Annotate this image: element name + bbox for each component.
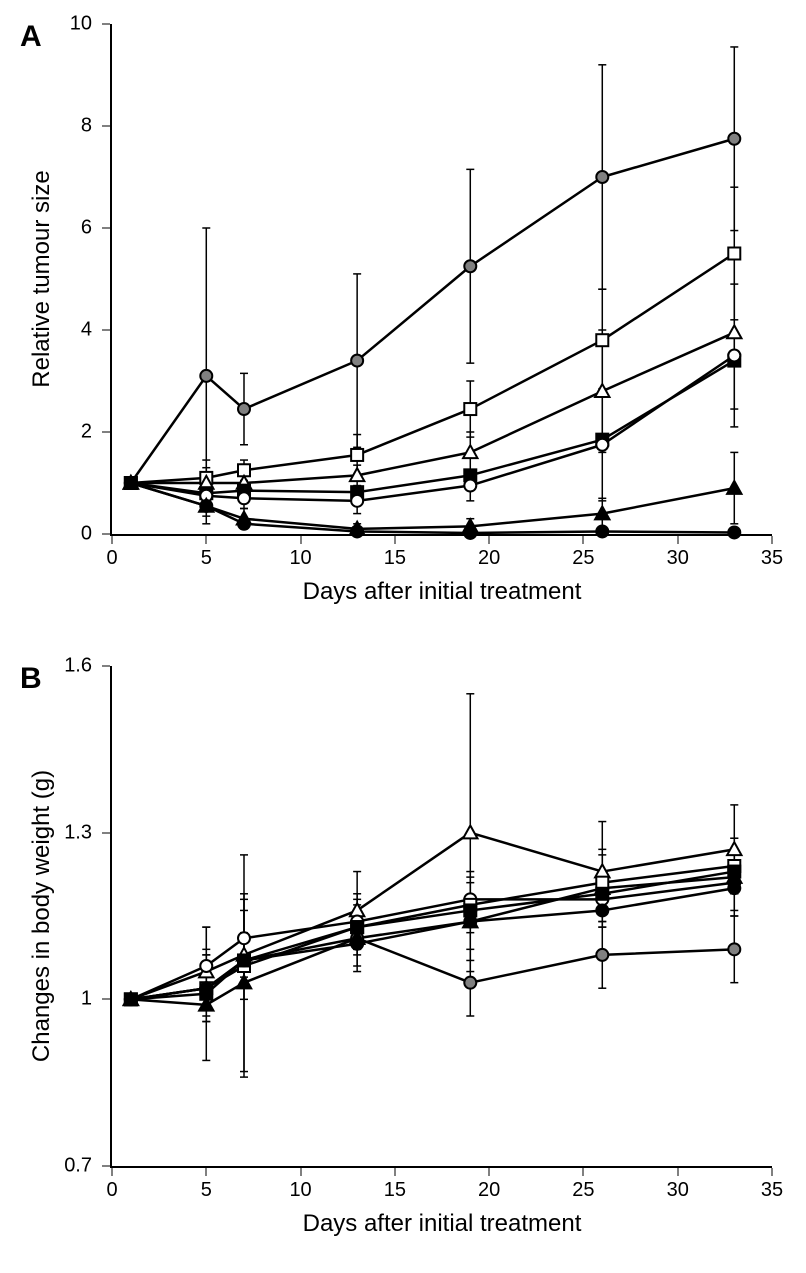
x-axis-title: Days after initial treatment [303,1210,582,1238]
tick-label-x: 30 [667,547,689,570]
tick-label-y: 1.3 [64,821,92,844]
tick-label-y: 1.6 [64,655,92,678]
tick-x [489,536,490,544]
tick-label-y: 6 [81,217,92,240]
tick-label-y: 0 [81,523,92,546]
tick-label-x: 10 [289,1179,311,1202]
x-axis-title: Days after initial treatment [303,578,582,606]
plot-area-b: 051015202530350.711.31.6Days after initi… [110,666,772,1168]
tick-x [394,536,395,544]
tick-label-x: 5 [201,1179,212,1202]
panel-label-b: B [20,662,42,696]
chart-svg [112,666,772,1166]
tick-x [206,1168,207,1176]
tick-label-y: 4 [81,319,92,342]
tick-y [102,330,110,331]
tick-x [583,1168,584,1176]
tick-label-x: 35 [761,547,783,570]
tick-x [112,536,113,544]
tick-y [102,666,110,667]
tick-label-x: 25 [572,1179,594,1202]
tick-label-x: 10 [289,547,311,570]
tick-y [102,228,110,229]
tick-label-x: 5 [201,547,212,570]
figure-root: A051015202530350246810Days after initial… [0,0,806,1273]
tick-y [102,999,110,1000]
tick-y [102,126,110,127]
tick-label-x: 0 [106,1179,117,1202]
tick-label-x: 0 [106,547,117,570]
tick-x [300,536,301,544]
tick-label-y: 1 [81,988,92,1011]
tick-x [583,536,584,544]
tick-label-x: 15 [384,547,406,570]
tick-y [102,24,110,25]
tick-label-y: 0.7 [64,1155,92,1178]
tick-label-x: 20 [478,547,500,570]
tick-y [102,432,110,433]
tick-x [677,1168,678,1176]
tick-y [102,1166,110,1167]
tick-label-x: 20 [478,1179,500,1202]
chart-svg [112,24,772,534]
plot-area-a: 051015202530350246810Days after initial … [110,24,772,536]
tick-x [677,536,678,544]
tick-label-y: 10 [70,13,92,36]
tick-x [489,1168,490,1176]
tick-label-x: 25 [572,547,594,570]
tick-x [772,536,773,544]
tick-x [772,1168,773,1176]
y-axis-title: Changes in body weight (g) [28,770,56,1062]
tick-label-y: 8 [81,115,92,138]
tick-y [102,534,110,535]
tick-label-x: 35 [761,1179,783,1202]
tick-label-x: 30 [667,1179,689,1202]
tick-x [394,1168,395,1176]
tick-label-x: 15 [384,1179,406,1202]
tick-x [112,1168,113,1176]
tick-x [206,536,207,544]
tick-x [300,1168,301,1176]
tick-y [102,832,110,833]
panel-label-a: A [20,20,42,54]
y-axis-title: Relative tumour size [28,170,56,387]
tick-label-y: 2 [81,421,92,444]
